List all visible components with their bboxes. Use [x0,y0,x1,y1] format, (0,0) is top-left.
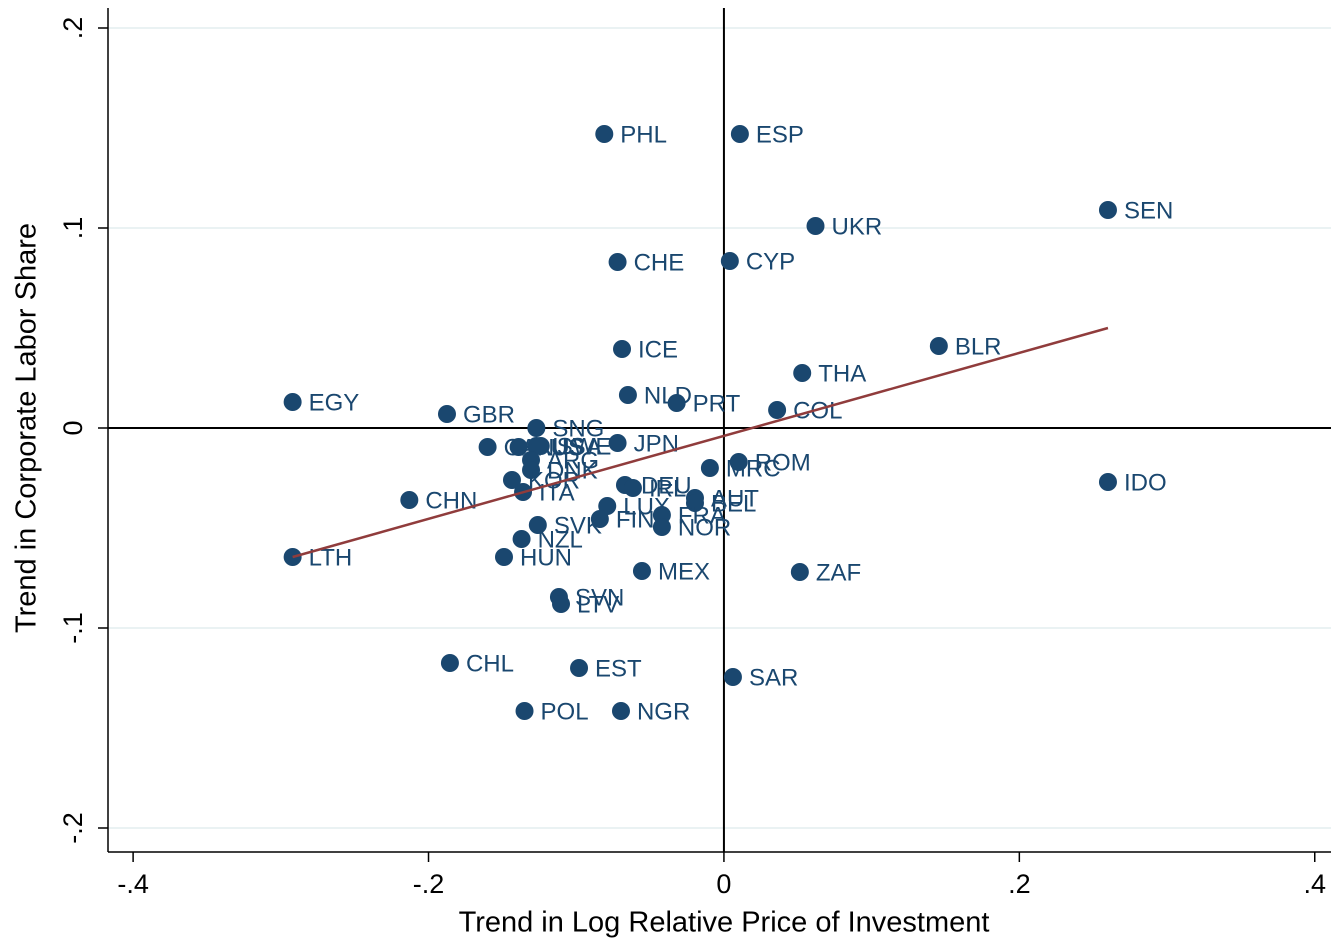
point [613,340,632,358]
point-label: CHL [466,650,514,677]
point-label: SVK [554,512,602,539]
point-label: CHN [425,487,477,514]
point [790,563,809,581]
point [528,516,547,534]
point-label: SNG [552,415,604,442]
point-label: BLR [955,333,1002,360]
x-tick-label: .2 [1008,869,1031,899]
point [1098,201,1117,219]
y-tick-label: .2 [58,17,88,40]
y-axis-title: Trend in Corporate Labor Share [11,223,43,633]
point-label: JPN [634,430,679,457]
y-tick-label: -.2 [58,812,88,844]
point-label: NOR [678,514,731,541]
point [730,125,749,143]
point [595,125,614,143]
x-tick-label: -.4 [117,869,149,899]
point-label: PHL [620,121,667,148]
point-label: COL [793,397,842,424]
x-axis-title: Trend in Log Relative Price of Investmen… [459,907,990,939]
point-label: IDO [1124,469,1167,496]
point [570,659,589,677]
y-tick-label: -.1 [58,612,88,644]
point [509,438,528,456]
point-label: DNK [547,457,598,484]
point [440,654,459,672]
point [618,386,637,404]
point-label: FIN [616,506,655,533]
point-label: AUT [711,485,759,512]
point [515,702,534,720]
point [478,438,497,456]
point-label: LTV [577,591,619,618]
point-label: POL [541,698,589,725]
point [502,471,521,489]
point-label: SVN [575,584,624,611]
point-label: USA [552,433,601,460]
point-label: SEN [1124,197,1173,224]
point-label: NZL [538,526,583,553]
point-label: THA [818,360,866,387]
point [729,453,748,471]
point [527,419,546,437]
point-label: HUN [520,544,572,571]
point [590,510,609,528]
point-label: FRA [678,502,726,529]
point-label: SWE [557,433,612,460]
point [929,337,948,355]
point [437,405,456,423]
fit-line [292,326,1109,559]
point-label: CHE [634,249,685,276]
point-label: PRT [693,390,741,417]
y-tick-label: .1 [58,217,88,240]
point [667,394,686,412]
point-label: CYP [746,248,795,275]
point [283,393,302,411]
point [700,459,719,477]
point-label: UKR [832,213,883,240]
point [623,479,642,497]
point [806,217,825,235]
point-label: EGY [309,389,360,416]
point-label: SAR [749,664,798,691]
point-label: ESP [756,121,804,148]
point [768,401,787,419]
point [793,364,812,382]
point-label: IRL [649,475,686,502]
x-tick-label: -.2 [413,869,445,899]
point [608,434,627,452]
point-label: KOR [528,467,580,494]
point [632,562,651,580]
point-label: MEX [658,558,710,585]
point [512,530,531,548]
point [552,595,571,613]
y-tick-label: 0 [58,420,88,435]
point-label: ZAF [816,559,861,586]
point [1098,473,1117,491]
point [685,494,704,512]
point-label: GBR [463,401,515,428]
point [611,702,630,720]
x-tick-label: 0 [716,869,731,899]
x-tick-label: .4 [1303,869,1326,899]
point [494,548,513,566]
point-label: LTH [309,544,353,571]
point-label: ICE [638,336,678,363]
point-label: ROM [755,449,811,476]
point-label: ARG [547,447,599,474]
point-label: BEL [711,490,756,517]
point [720,252,739,270]
point-label: EST [595,655,642,682]
point [608,253,627,271]
point-label: DEU [641,472,692,499]
point-label: NGR [637,698,690,725]
point [531,437,550,455]
point [723,668,742,686]
point [652,518,671,536]
point [400,491,419,509]
point [522,461,541,479]
